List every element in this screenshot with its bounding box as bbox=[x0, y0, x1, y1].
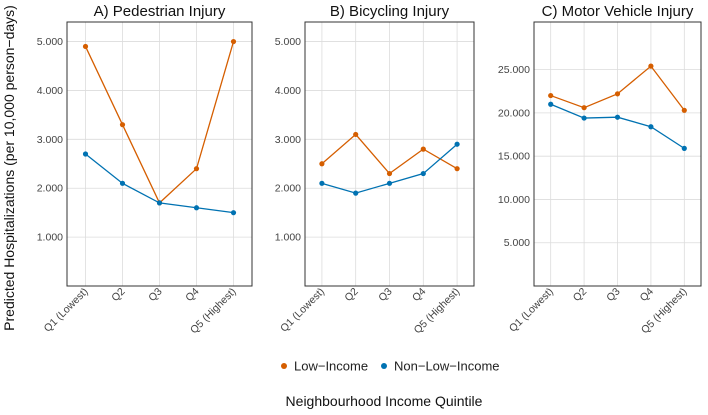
x-tick-label: Q1 (Lowest) bbox=[278, 286, 327, 335]
x-tick-label: Q3 bbox=[376, 286, 395, 305]
data-point-low-income bbox=[230, 38, 237, 45]
data-point-low-income bbox=[648, 63, 654, 69]
data-point-non-low-income bbox=[548, 101, 554, 107]
data-point-non-low-income bbox=[230, 210, 237, 216]
legend-item-non-low-income: Non−Low−Income bbox=[381, 359, 500, 374]
y-tick-label: 3.000 bbox=[275, 134, 301, 146]
data-point-non-low-income bbox=[156, 200, 163, 206]
chart-panel-1: 1.000 2.000 3.000 4.000 5.000 A) Pedestrian I… bbox=[37, 3, 253, 336]
panel-border bbox=[66, 21, 253, 287]
panel-border bbox=[533, 21, 702, 287]
legend-item-low-income: Low−Income bbox=[281, 359, 368, 374]
x-tick-label: Q4 bbox=[410, 286, 429, 305]
x-tick-label: Q2 bbox=[342, 286, 361, 305]
data-point-non-low-income bbox=[119, 180, 126, 186]
data-point-non-low-income bbox=[82, 151, 89, 157]
y-tick-label: 5.000 bbox=[275, 36, 301, 48]
y-tick-label: 10.000 bbox=[498, 194, 530, 206]
y-tick-label: 20.000 bbox=[498, 107, 530, 119]
panel-title: A) Pedestrian Injury bbox=[94, 3, 226, 20]
x-tick-label: Q3 bbox=[604, 286, 623, 305]
data-point-low-income bbox=[386, 170, 393, 177]
legend-label: Low−Income bbox=[294, 359, 368, 374]
y-tick-label: 4.000 bbox=[275, 85, 301, 97]
data-point-low-income bbox=[681, 107, 687, 113]
x-tick-label: Q1 (Lowest) bbox=[507, 286, 556, 335]
data-point-non-low-income bbox=[420, 170, 426, 177]
data-point-non-low-income bbox=[353, 190, 359, 196]
data-point-low-income bbox=[119, 122, 126, 128]
x-tick-label: Q4 bbox=[183, 286, 202, 305]
data-point-low-income bbox=[454, 166, 460, 172]
y-tick-label: 15.000 bbox=[498, 151, 530, 163]
y-tick-label: 3.000 bbox=[37, 134, 63, 146]
data-point-low-income bbox=[353, 131, 359, 138]
data-point-non-low-income bbox=[648, 124, 654, 130]
data-point-non-low-income bbox=[614, 114, 621, 120]
x-tick-label: Q4 bbox=[638, 286, 657, 305]
x-tick-label: Q1 (Lowest) bbox=[42, 286, 91, 335]
data-point-non-low-income bbox=[454, 141, 460, 147]
y-tick-label: 5.000 bbox=[504, 237, 530, 249]
x-tick-label: Q2 bbox=[571, 286, 590, 305]
y-tick-label: 2.000 bbox=[37, 183, 63, 195]
data-point-low-income bbox=[548, 92, 554, 99]
panel-title: B) Bicycling Injury bbox=[330, 3, 450, 20]
chart-panels: 1.000 2.000 3.000 4.000 5.000 A) Pedestrian I… bbox=[37, 3, 702, 336]
chart-panel-3: 5.000 10.000 15.000 20.000 25.000 C) Motor Ve… bbox=[498, 3, 702, 336]
data-point-low-income bbox=[581, 105, 587, 111]
y-tick-label: 5.000 bbox=[37, 36, 63, 48]
legend-marker bbox=[281, 363, 287, 369]
x-tick-label: Q3 bbox=[146, 286, 165, 305]
data-point-low-income bbox=[193, 166, 200, 172]
x-tick-label: Q2 bbox=[109, 286, 128, 305]
data-point-non-low-income bbox=[581, 115, 587, 121]
y-tick-label: 1.000 bbox=[37, 232, 63, 244]
data-point-non-low-income bbox=[193, 205, 200, 211]
y-tick-label: 25.000 bbox=[498, 64, 530, 76]
y-tick-label: 1.000 bbox=[275, 232, 301, 244]
chart-panel-2: 1.000 2.000 3.000 4.000 5.000 B) Bicycling In… bbox=[275, 3, 475, 336]
x-axis-title: Neighbourhood Income Quintile bbox=[286, 393, 483, 409]
data-point-non-low-income bbox=[319, 180, 325, 186]
y-tick-label: 2.000 bbox=[275, 183, 301, 195]
legend: Low−Income Non−Low−Income bbox=[281, 359, 500, 374]
legend-label: Non−Low−Income bbox=[394, 359, 500, 374]
y-axis-title: Predicted Hospitalizations (per 10,000 p… bbox=[1, 5, 17, 331]
data-point-low-income bbox=[614, 91, 621, 97]
data-point-low-income bbox=[82, 43, 89, 50]
data-point-non-low-income bbox=[681, 145, 687, 151]
data-point-non-low-income bbox=[386, 180, 393, 186]
data-point-low-income bbox=[420, 146, 426, 152]
y-tick-label: 4.000 bbox=[37, 85, 63, 97]
legend-marker bbox=[381, 363, 387, 369]
data-point-low-income bbox=[319, 161, 325, 167]
panel-border bbox=[304, 21, 475, 287]
panel-title: C) Motor Vehicle Injury bbox=[542, 3, 694, 20]
